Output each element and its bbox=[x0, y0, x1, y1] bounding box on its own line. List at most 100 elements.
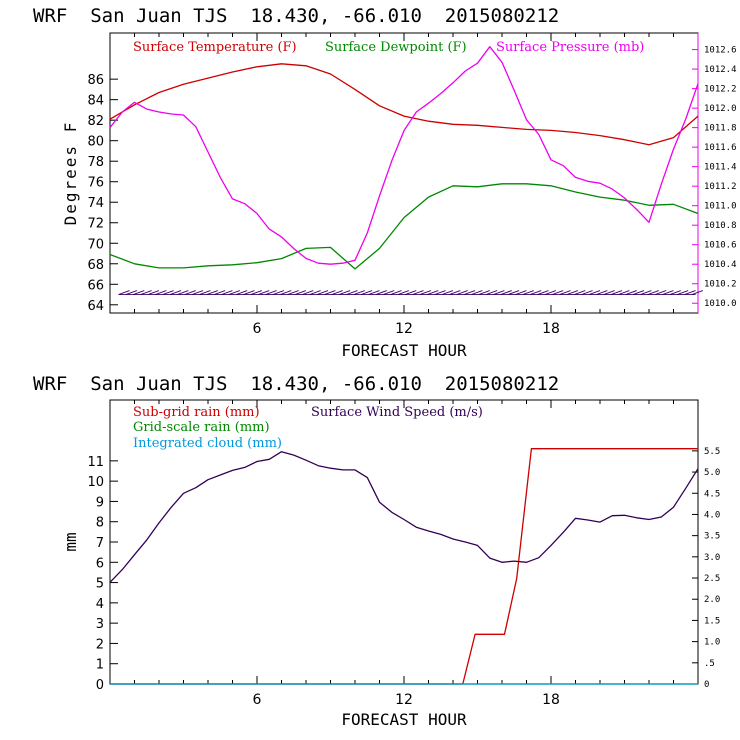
wind-barb bbox=[360, 290, 373, 296]
wind-barb bbox=[691, 290, 704, 296]
wind-barb bbox=[588, 290, 601, 296]
wind-barb bbox=[125, 290, 138, 296]
chart1-ytick-label: 74 bbox=[87, 196, 104, 211]
chart2-y2tick-label: 3.0 bbox=[704, 553, 720, 563]
chart1-series-surface-temperature-f bbox=[109, 63, 699, 146]
wind-barb bbox=[552, 290, 564, 296]
wind-barb bbox=[272, 290, 285, 296]
wind-barb bbox=[515, 290, 527, 296]
chart1-ytick-label: 82 bbox=[87, 114, 104, 129]
wind-barb bbox=[162, 290, 174, 296]
wind-barb bbox=[544, 290, 557, 296]
chart2-legend-wind: Surface Wind Speed (m/s) bbox=[311, 405, 483, 420]
chart2-ticks: 6 12 18012345678910110.51.01.52.02.53.03.5… bbox=[87, 400, 720, 708]
chart1-y2tick-label: 1010.2 bbox=[704, 280, 737, 290]
chart2-xlabel: FORECAST HOUR bbox=[341, 710, 467, 729]
wind-barb bbox=[243, 290, 255, 296]
chart2-y2tick-label: .5 bbox=[704, 659, 715, 669]
chart2-title: WRF San Juan TJS 18.430, -66.010 2015080… bbox=[33, 373, 559, 395]
wind-barb bbox=[654, 290, 667, 296]
chart1-y2tick-label: 1011.4 bbox=[704, 163, 737, 173]
wind-barb bbox=[346, 290, 358, 296]
wind-barb bbox=[206, 290, 218, 296]
chart2-y2tick-label: 2.0 bbox=[704, 595, 720, 605]
chart2-y2tick-label: 2.5 bbox=[704, 574, 720, 584]
chart1-ytick-label: 76 bbox=[87, 176, 104, 191]
chart1-series bbox=[109, 46, 699, 270]
chart2-legend-subgrid: Sub-grid rain (mm) bbox=[133, 405, 260, 420]
wind-barb bbox=[331, 290, 343, 296]
wind-barb bbox=[405, 290, 417, 296]
chart1-legend: Surface Temperature (F) Surface Dewpoint… bbox=[133, 40, 644, 55]
chart2-series bbox=[109, 448, 699, 685]
chart2-ytick-label: 3 bbox=[96, 617, 104, 632]
wind-barb bbox=[338, 290, 351, 296]
chart2-xtick-label: 6 bbox=[253, 692, 262, 708]
chart2-y2tick-label: 5.5 bbox=[704, 447, 720, 457]
wind-barb bbox=[581, 290, 593, 296]
chart2-ytick-label: 1 bbox=[96, 658, 104, 673]
wind-barb bbox=[625, 290, 637, 296]
wind-barb bbox=[530, 290, 542, 296]
wind-barb bbox=[294, 290, 307, 296]
wind-barb bbox=[471, 290, 483, 296]
wind-barb bbox=[441, 290, 454, 296]
chart2-xtick-label: 18 bbox=[542, 692, 560, 708]
wind-barb bbox=[140, 290, 152, 296]
chart1-title: WRF San Juan TJS 18.430, -66.010 2015080… bbox=[33, 5, 559, 27]
chart2-ytick-label: 7 bbox=[96, 536, 104, 551]
wind-barb bbox=[118, 290, 130, 296]
wind-barb bbox=[478, 290, 490, 296]
wind-barb bbox=[640, 290, 652, 296]
wind-barb bbox=[309, 290, 321, 296]
wind-barb bbox=[522, 290, 534, 296]
chart1-xtick-label: 12 bbox=[395, 321, 413, 337]
wind-barb bbox=[199, 290, 211, 296]
wind-barb bbox=[559, 290, 571, 296]
chart1-legend-temperature: Surface Temperature (F) bbox=[133, 40, 297, 55]
chart1-ytick-label: 78 bbox=[87, 155, 104, 170]
chart1-wind-barbs bbox=[118, 290, 704, 296]
chart2-y2tick-label: 4.0 bbox=[704, 510, 720, 520]
chart2-legend-gridscale: Grid-scale rain (mm) bbox=[133, 420, 270, 435]
chart2-y2tick-label: 3.5 bbox=[704, 532, 720, 542]
chart1-ytick-label: 70 bbox=[87, 237, 104, 252]
wind-barb bbox=[596, 290, 608, 296]
wind-barb bbox=[287, 290, 299, 296]
wind-barb bbox=[221, 290, 233, 296]
chart1-y2tick-label: 1010.0 bbox=[704, 299, 737, 309]
wind-barb bbox=[390, 290, 402, 296]
chart2-ytick-label: 5 bbox=[96, 577, 104, 592]
wind-barb bbox=[265, 290, 277, 296]
wind-barb bbox=[684, 290, 696, 296]
wind-barb bbox=[419, 290, 432, 296]
wind-barb bbox=[368, 290, 380, 296]
wind-barb bbox=[574, 290, 586, 296]
chart1-ticks: 6 12 18 64 66 68 70 72 74 76 78 80 82 84 86 1010.0 1010.… bbox=[87, 33, 737, 337]
wind-barb bbox=[507, 290, 520, 296]
wind-barb bbox=[250, 290, 263, 296]
wind-barb bbox=[280, 290, 292, 296]
chart1-legend-dewpoint: Surface Dewpoint (F) bbox=[325, 40, 467, 55]
chart1-xtick-label: 18 bbox=[542, 321, 560, 337]
wind-barb bbox=[427, 290, 439, 296]
chart1-series-surface-dewpoint-f bbox=[109, 183, 699, 270]
wind-barb bbox=[133, 290, 145, 296]
wind-barb bbox=[603, 290, 615, 296]
wind-barb bbox=[456, 290, 468, 296]
wind-barb bbox=[383, 290, 395, 296]
chart2-ytick-label: 8 bbox=[96, 516, 104, 531]
wind-barb bbox=[155, 290, 167, 296]
chart1-y2tick-label: 1011.0 bbox=[704, 202, 737, 212]
wind-barb bbox=[236, 290, 248, 296]
wind-barb bbox=[375, 290, 387, 296]
wind-barb bbox=[669, 290, 681, 296]
chart2-xtick-label: 12 bbox=[395, 692, 413, 708]
chart1-y2tick-label: 1010.8 bbox=[704, 221, 737, 231]
wind-barb bbox=[324, 290, 336, 296]
chart1-ytick-label: 84 bbox=[87, 94, 104, 109]
chart1-xlabel: FORECAST HOUR bbox=[341, 341, 467, 360]
chart2-y2tick-label: 0 bbox=[704, 680, 709, 690]
wind-barb bbox=[662, 290, 674, 296]
wind-barb bbox=[353, 290, 365, 296]
